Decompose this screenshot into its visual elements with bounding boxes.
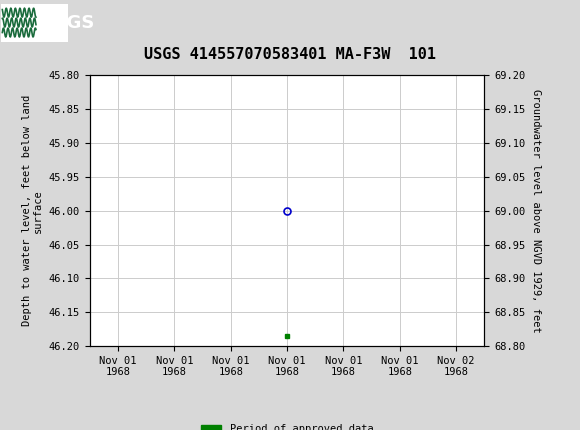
Text: USGS 414557070583401 MA-F3W  101: USGS 414557070583401 MA-F3W 101 <box>144 47 436 62</box>
Bar <box>1 3 68 42</box>
Y-axis label: Groundwater level above NGVD 1929, feet: Groundwater level above NGVD 1929, feet <box>531 89 541 332</box>
Y-axis label: Depth to water level, feet below land
surface: Depth to water level, feet below land su… <box>22 95 44 326</box>
Legend: Period of approved data: Period of approved data <box>197 420 378 430</box>
Text: USGS: USGS <box>39 14 95 31</box>
